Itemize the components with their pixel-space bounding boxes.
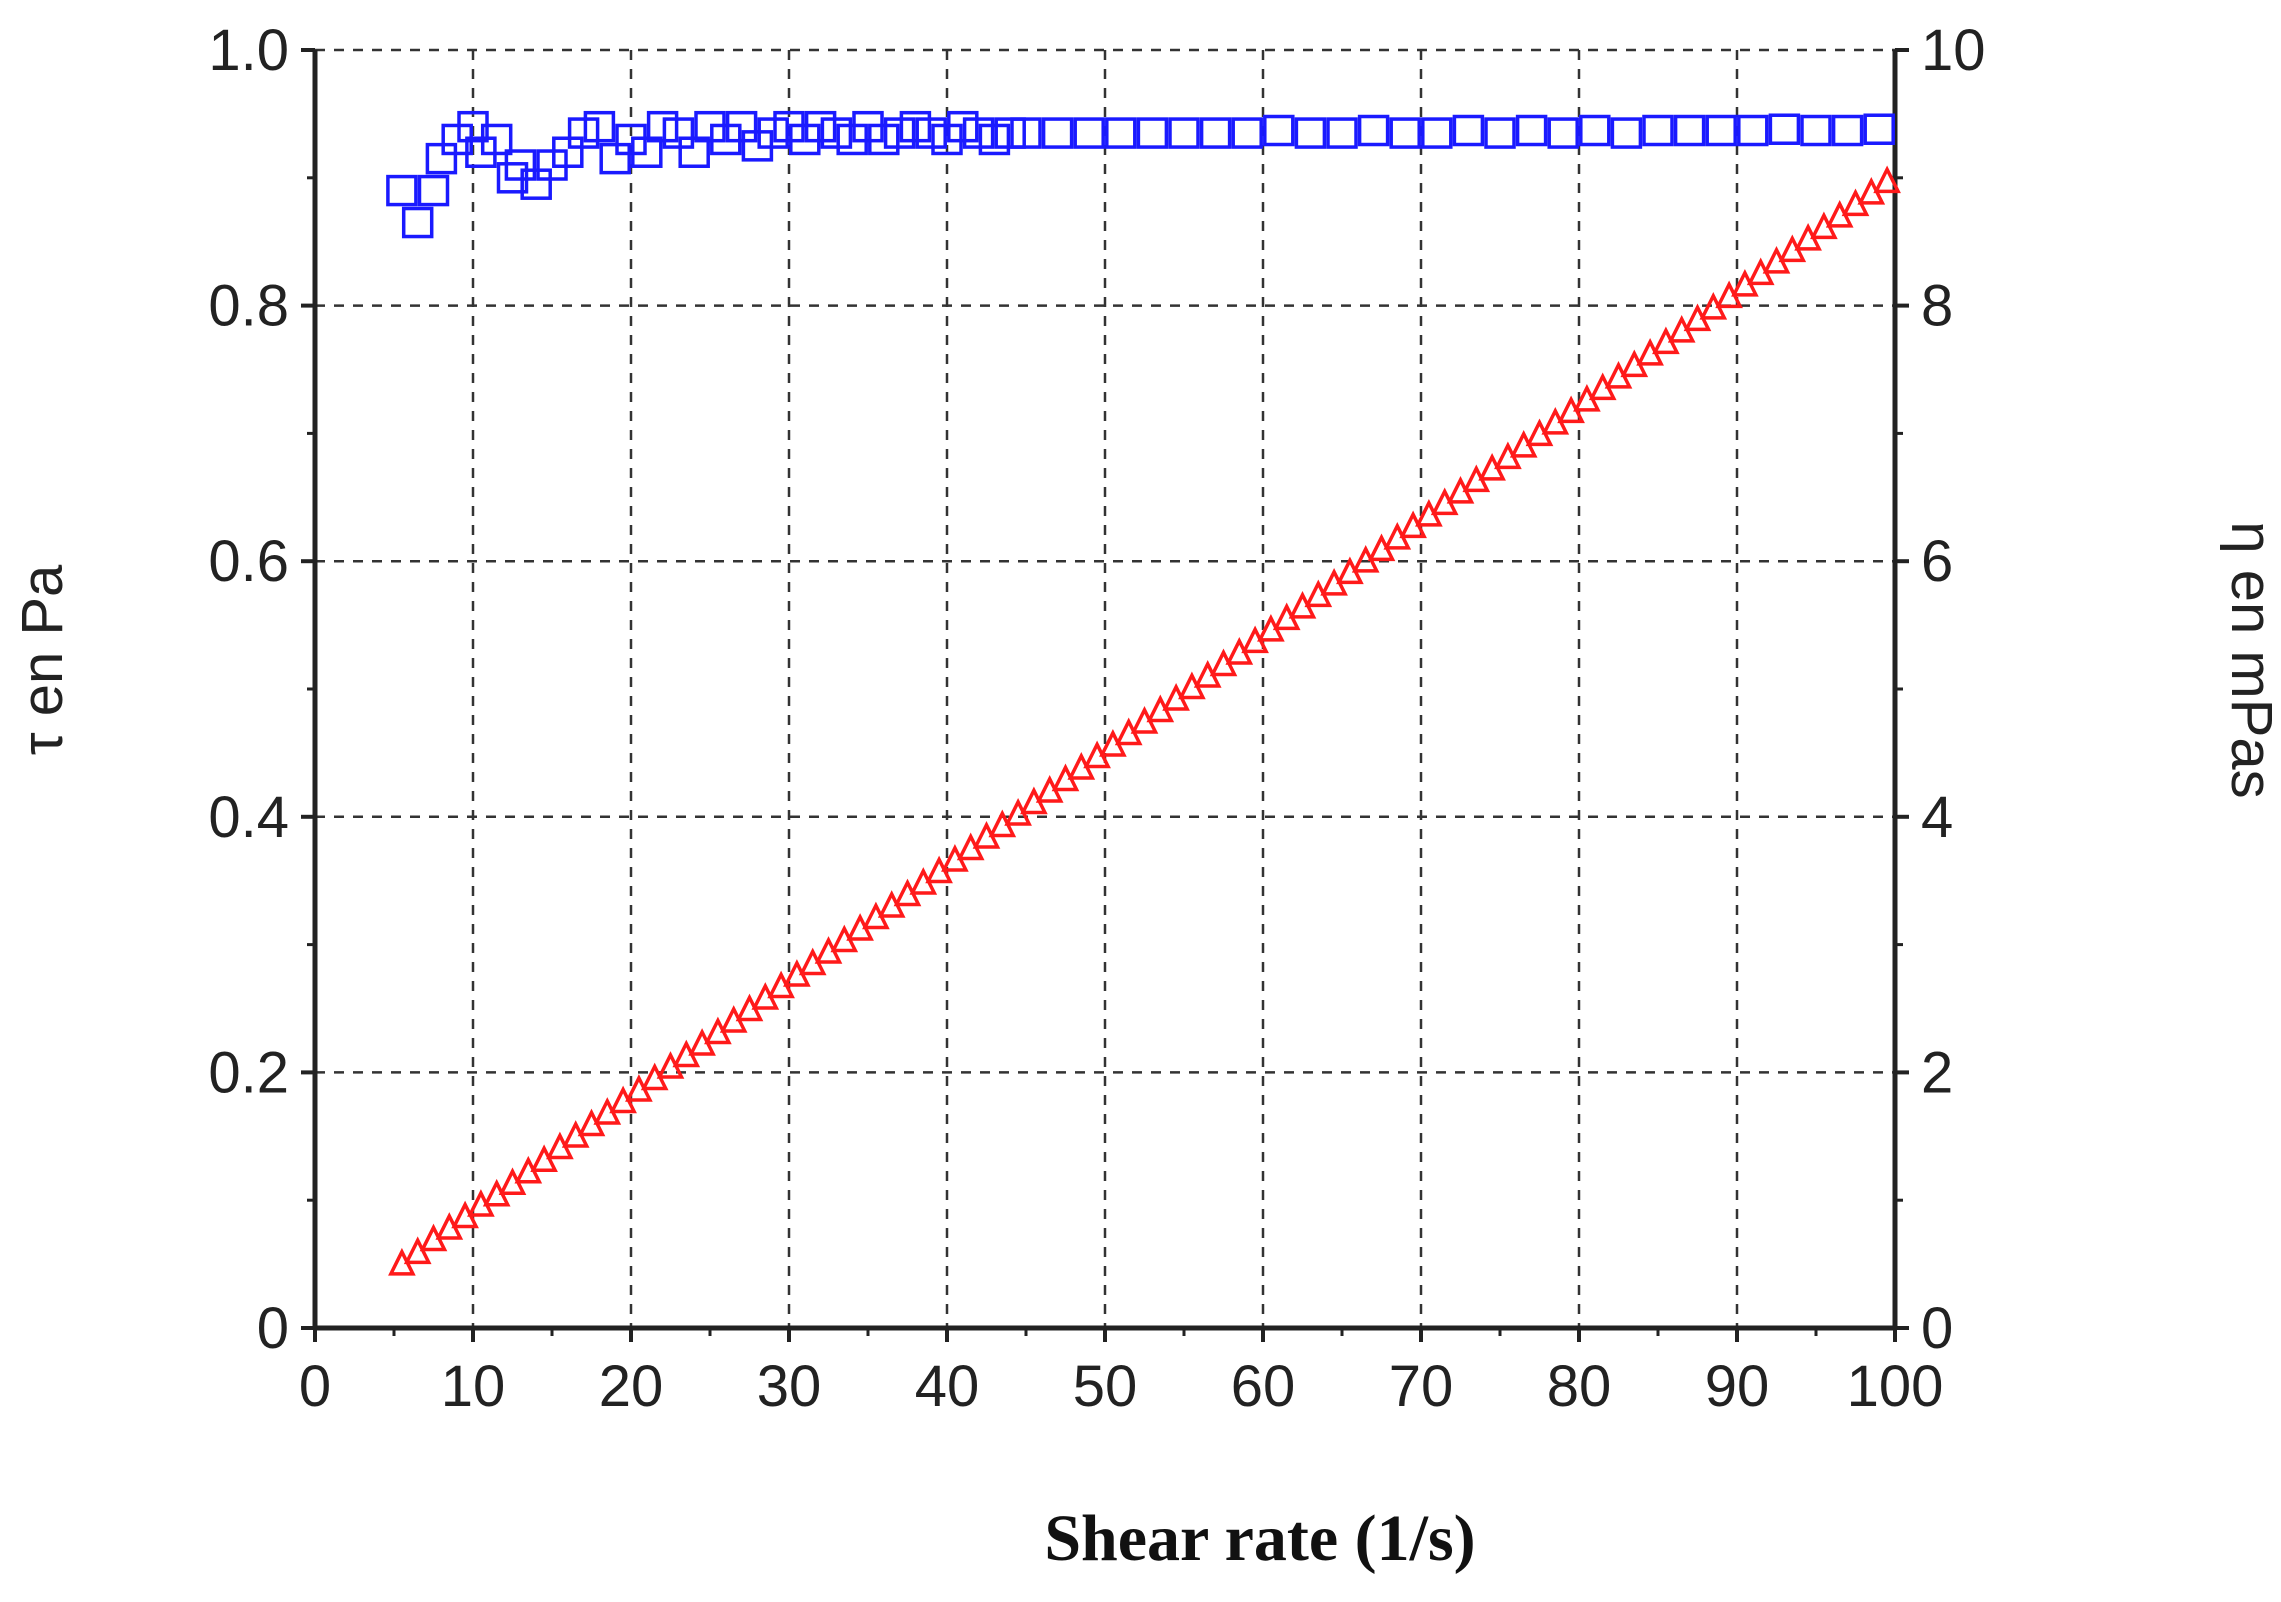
square-marker — [1231, 117, 1263, 149]
square-marker — [868, 123, 900, 156]
square-marker — [386, 174, 418, 207]
square-marker — [1389, 117, 1421, 149]
square-marker — [1484, 117, 1516, 149]
tick-labels: 0 10 20 30 40 50 60 70 80 90 10000.20.40.60.81.002… — [208, 18, 1985, 1419]
grid-lines — [315, 48, 1895, 1328]
square-marker — [1263, 114, 1295, 147]
square-marker — [599, 142, 631, 175]
square-marker — [1073, 117, 1105, 149]
square-marker — [1800, 114, 1832, 147]
square-marker — [899, 110, 932, 143]
square-marker — [947, 110, 979, 143]
y-axis-left-title: τ en Pa — [10, 564, 75, 755]
triangle-marker — [403, 1236, 432, 1265]
y-right-tick-label: 4 — [1921, 785, 1953, 850]
shear-stress-series — [388, 165, 1901, 1276]
y-left-tick-label: 0.8 — [208, 274, 289, 339]
y-right-tick-label: 6 — [1921, 529, 1953, 594]
y-right-tick-label: 8 — [1921, 274, 1953, 339]
square-marker — [1768, 113, 1801, 145]
square-marker — [583, 110, 616, 143]
data-series — [386, 110, 1901, 1276]
x-tick-label: 60 — [1231, 1354, 1296, 1419]
square-marker — [1831, 114, 1864, 147]
x-tick-label: 90 — [1705, 1354, 1770, 1419]
x-tick-label: 100 — [1847, 1354, 1944, 1419]
square-marker — [1136, 117, 1169, 149]
square-marker — [631, 136, 663, 168]
x-tick-label: 50 — [1073, 1354, 1138, 1419]
square-marker — [401, 206, 434, 239]
square-marker — [662, 117, 695, 149]
square-marker — [1610, 117, 1643, 149]
square-marker — [804, 110, 837, 143]
x-tick-label: 10 — [441, 1354, 506, 1419]
axes — [301, 48, 1909, 1342]
square-marker — [1041, 117, 1074, 149]
square-marker — [520, 168, 552, 200]
x-tick-label: 20 — [599, 1354, 664, 1419]
viscosity-series — [386, 110, 1895, 239]
square-marker — [552, 136, 584, 168]
square-marker — [1547, 117, 1579, 149]
y-right-tick-label: 0 — [1921, 1296, 1953, 1361]
y-left-tick-label: 0.6 — [208, 529, 289, 594]
square-marker — [1642, 114, 1674, 147]
square-marker — [1705, 114, 1737, 147]
square-marker — [725, 110, 758, 143]
square-marker — [504, 149, 537, 181]
square-marker — [820, 117, 853, 149]
x-tick-label: 80 — [1547, 1354, 1612, 1419]
square-marker — [1863, 113, 1895, 145]
y-left-tick-label: 1.0 — [208, 18, 289, 83]
square-marker — [1326, 117, 1358, 149]
square-marker — [1294, 117, 1327, 149]
x-tick-label: 40 — [915, 1354, 980, 1419]
square-marker — [1105, 117, 1137, 149]
square-marker — [1421, 117, 1453, 149]
square-marker — [994, 117, 1026, 149]
square-marker — [678, 136, 710, 168]
y-right-tick-label: 2 — [1921, 1040, 1953, 1105]
square-marker — [417, 174, 450, 207]
square-marker — [1579, 114, 1611, 147]
y-left-tick-label: 0.4 — [208, 785, 289, 850]
square-marker — [883, 117, 916, 149]
square-marker — [480, 123, 513, 156]
y-axis-right-title: η en mPas — [2219, 521, 2281, 798]
x-tick-label: 0 — [299, 1354, 331, 1419]
square-marker — [646, 110, 679, 143]
x-axis-title: Shear rate (1/s) — [1044, 1502, 1475, 1575]
square-marker — [1673, 114, 1706, 147]
square-marker — [425, 142, 458, 175]
triangle-marker — [530, 1144, 558, 1173]
square-marker — [757, 117, 789, 149]
square-marker — [1452, 114, 1485, 147]
square-marker — [978, 123, 1011, 156]
y-left-tick-label: 0.2 — [208, 1040, 289, 1105]
square-marker — [962, 117, 995, 149]
square-marker — [1515, 114, 1548, 147]
x-tick-label: 30 — [757, 1354, 822, 1419]
triangle-marker — [1873, 165, 1901, 194]
square-marker — [1737, 114, 1769, 147]
x-tick-label: 70 — [1389, 1354, 1454, 1419]
y-right-tick-label: 10 — [1921, 18, 1986, 83]
square-marker — [1199, 117, 1232, 149]
square-marker — [1357, 114, 1390, 147]
square-marker — [567, 117, 600, 149]
y-left-tick-label: 0 — [257, 1296, 289, 1361]
square-marker — [1168, 117, 1200, 149]
square-marker — [1010, 117, 1042, 149]
square-marker — [915, 117, 947, 149]
